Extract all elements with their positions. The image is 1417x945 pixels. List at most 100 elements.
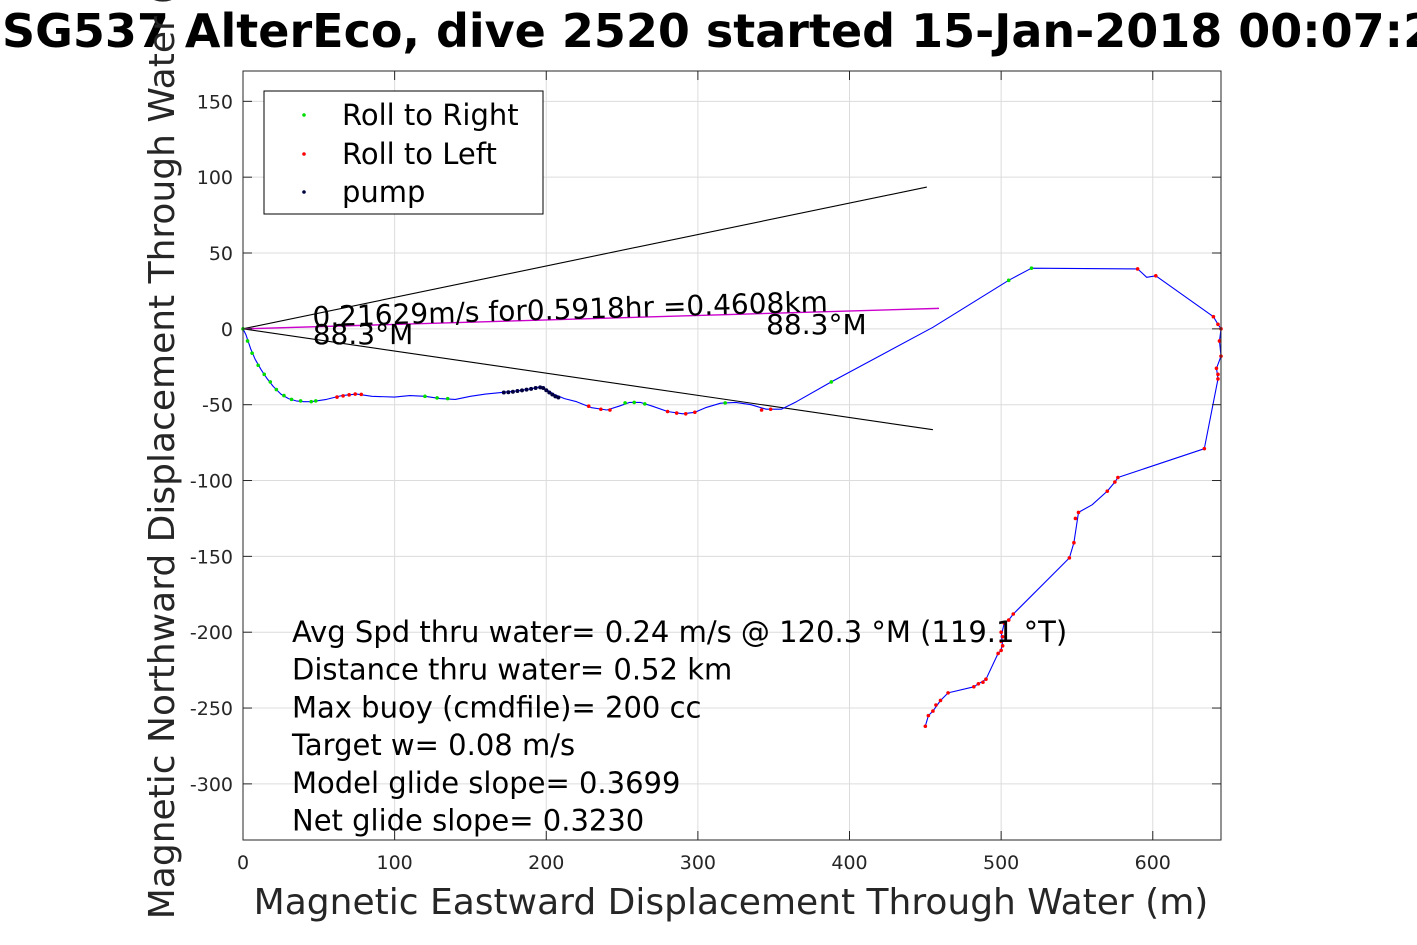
roll-right-point [632, 400, 636, 405]
roll-right-point [445, 396, 450, 401]
pump-point [515, 389, 520, 394]
roll-left-point [972, 685, 976, 689]
y-tick-label: -150 [190, 546, 233, 568]
cone-line [242, 328, 933, 431]
roll-left-point [1000, 644, 1005, 648]
roll-right-point [289, 397, 294, 402]
roll-right-point [262, 372, 267, 377]
roll-left-point [1116, 475, 1120, 480]
roll-left-point [938, 698, 943, 703]
y-tick-label: 150 [197, 91, 233, 113]
pump-point [538, 385, 543, 390]
roll-left-point [359, 392, 364, 397]
roll-left-point [341, 394, 345, 398]
x-tick-label: 500 [983, 852, 1019, 874]
roll-left-point [999, 639, 1003, 644]
stat-line: Avg Spd thru water= 0.24 m/s @ 120.3 °M … [292, 615, 1067, 649]
roll-left-point [665, 409, 670, 414]
roll-left-point [1113, 480, 1117, 484]
pump-point [553, 394, 558, 399]
roll-right-point [423, 394, 427, 399]
roll-right-point [250, 351, 254, 355]
roll-left-point [353, 392, 358, 396]
roll-left-point [926, 713, 931, 718]
roll-right-point [282, 393, 286, 398]
roll-right-point [435, 396, 439, 400]
roll-left-point [768, 407, 773, 412]
legend-box [263, 90, 544, 215]
legend-marker-pump [302, 190, 306, 194]
pump-point [547, 390, 552, 395]
roll-right-series [241, 266, 1034, 406]
roll-left-point [608, 408, 612, 412]
pump-point [510, 389, 515, 394]
roll-left-point [1135, 267, 1140, 271]
y-tick-labels: 150 100 50 0 -50 -100 -150 -200 -250 -300 [190, 91, 233, 796]
annotation-text: 88.3°M [313, 318, 414, 351]
roll-left-point [999, 648, 1003, 653]
roll-right-point [309, 399, 314, 404]
stat-line: Max buoy (cmdfile)= 200 cc [292, 690, 701, 724]
roll-left-point [976, 681, 981, 686]
pump-point [519, 388, 524, 393]
pump-series [501, 385, 561, 400]
y-tick-label: -200 [190, 622, 233, 644]
pump-point [524, 387, 529, 392]
pump-point [544, 388, 549, 393]
roll-left-point [1217, 339, 1222, 343]
y-tick-label: -50 [202, 395, 233, 417]
roll-right-point [313, 399, 318, 403]
ticks [242, 71, 1221, 840]
roll-left-point [1211, 314, 1216, 319]
stat-line: Model glide slope= 0.3699 [292, 766, 680, 800]
x-tick-label: 100 [376, 852, 412, 874]
y-axis-label: Magnetic Northward Displacement Through … [142, 0, 183, 919]
cone-line [242, 186, 927, 330]
roll-left-point [999, 630, 1003, 635]
roll-left-point [931, 709, 935, 713]
roll-right-point [1006, 278, 1011, 283]
stat-line: Net glide slope= 0.3230 [292, 804, 644, 838]
roll-right-point [256, 363, 260, 368]
pump-point [501, 390, 506, 395]
y-tick-label: -100 [190, 471, 233, 493]
roll-left-point [347, 393, 351, 397]
stat-line: Target w= 0.08 m/s [291, 728, 575, 762]
roll-left-point [693, 410, 697, 415]
roll-left-point [984, 677, 988, 682]
x-tick-label: 400 [831, 852, 867, 874]
roll-right-point [268, 380, 273, 384]
roll-left-series [335, 267, 1223, 729]
y-tick-label: 100 [197, 167, 233, 189]
roll-left-point [1011, 612, 1016, 616]
roll-right-point [829, 380, 834, 384]
legend-label-pump: pump [342, 175, 425, 209]
x-tick-label: 200 [528, 852, 564, 874]
roll-left-point [1202, 446, 1207, 451]
roll-left-point [599, 407, 603, 412]
roll-left-point [335, 395, 339, 399]
current-vector-line [242, 307, 939, 330]
y-tick-label: 0 [221, 319, 233, 341]
y-tick-label: -300 [190, 774, 233, 796]
roll-right-point [245, 339, 250, 343]
roll-left-point [1006, 618, 1011, 622]
roll-left-point [1076, 510, 1081, 515]
roll-left-point [946, 691, 950, 695]
roll-left-point [1000, 634, 1005, 639]
x-tick-label: 600 [1135, 852, 1171, 874]
roll-left-point [683, 411, 688, 416]
stats-text: Avg Spd thru water= 0.24 m/s @ 120.3 °M … [291, 615, 1067, 838]
stat-line: Distance thru water= 0.52 km [292, 653, 732, 687]
x-tick-labels: 0 100 200 300 400 500 600 [237, 852, 1171, 874]
y-tick-label: -250 [190, 698, 233, 720]
chart-title: SG537 AlterEco, dive 2520 started 15-Jan… [2, 4, 1417, 58]
pump-point [533, 386, 538, 391]
roll-right-point [1029, 266, 1034, 270]
roll-right-point [623, 401, 627, 405]
legend-label-roll-right: Roll to Right [342, 98, 519, 132]
roll-left-point [934, 703, 938, 707]
roll-left-point [1105, 489, 1110, 493]
